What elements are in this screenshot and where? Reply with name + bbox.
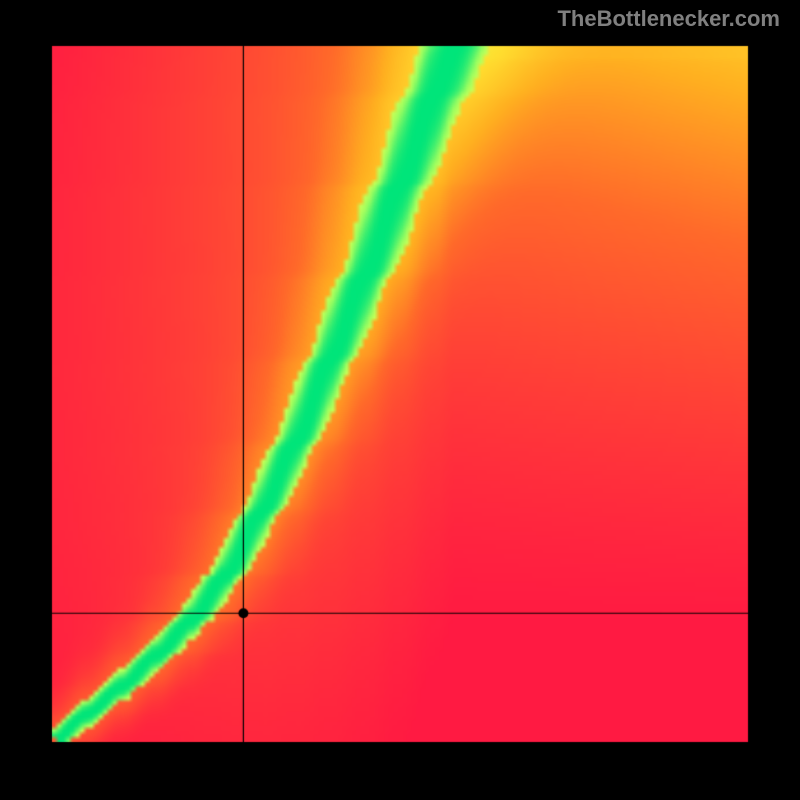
figure-container: TheBottlenecker.com	[0, 0, 800, 800]
heatmap-canvas	[0, 0, 800, 800]
watermark-label: TheBottlenecker.com	[557, 6, 780, 32]
